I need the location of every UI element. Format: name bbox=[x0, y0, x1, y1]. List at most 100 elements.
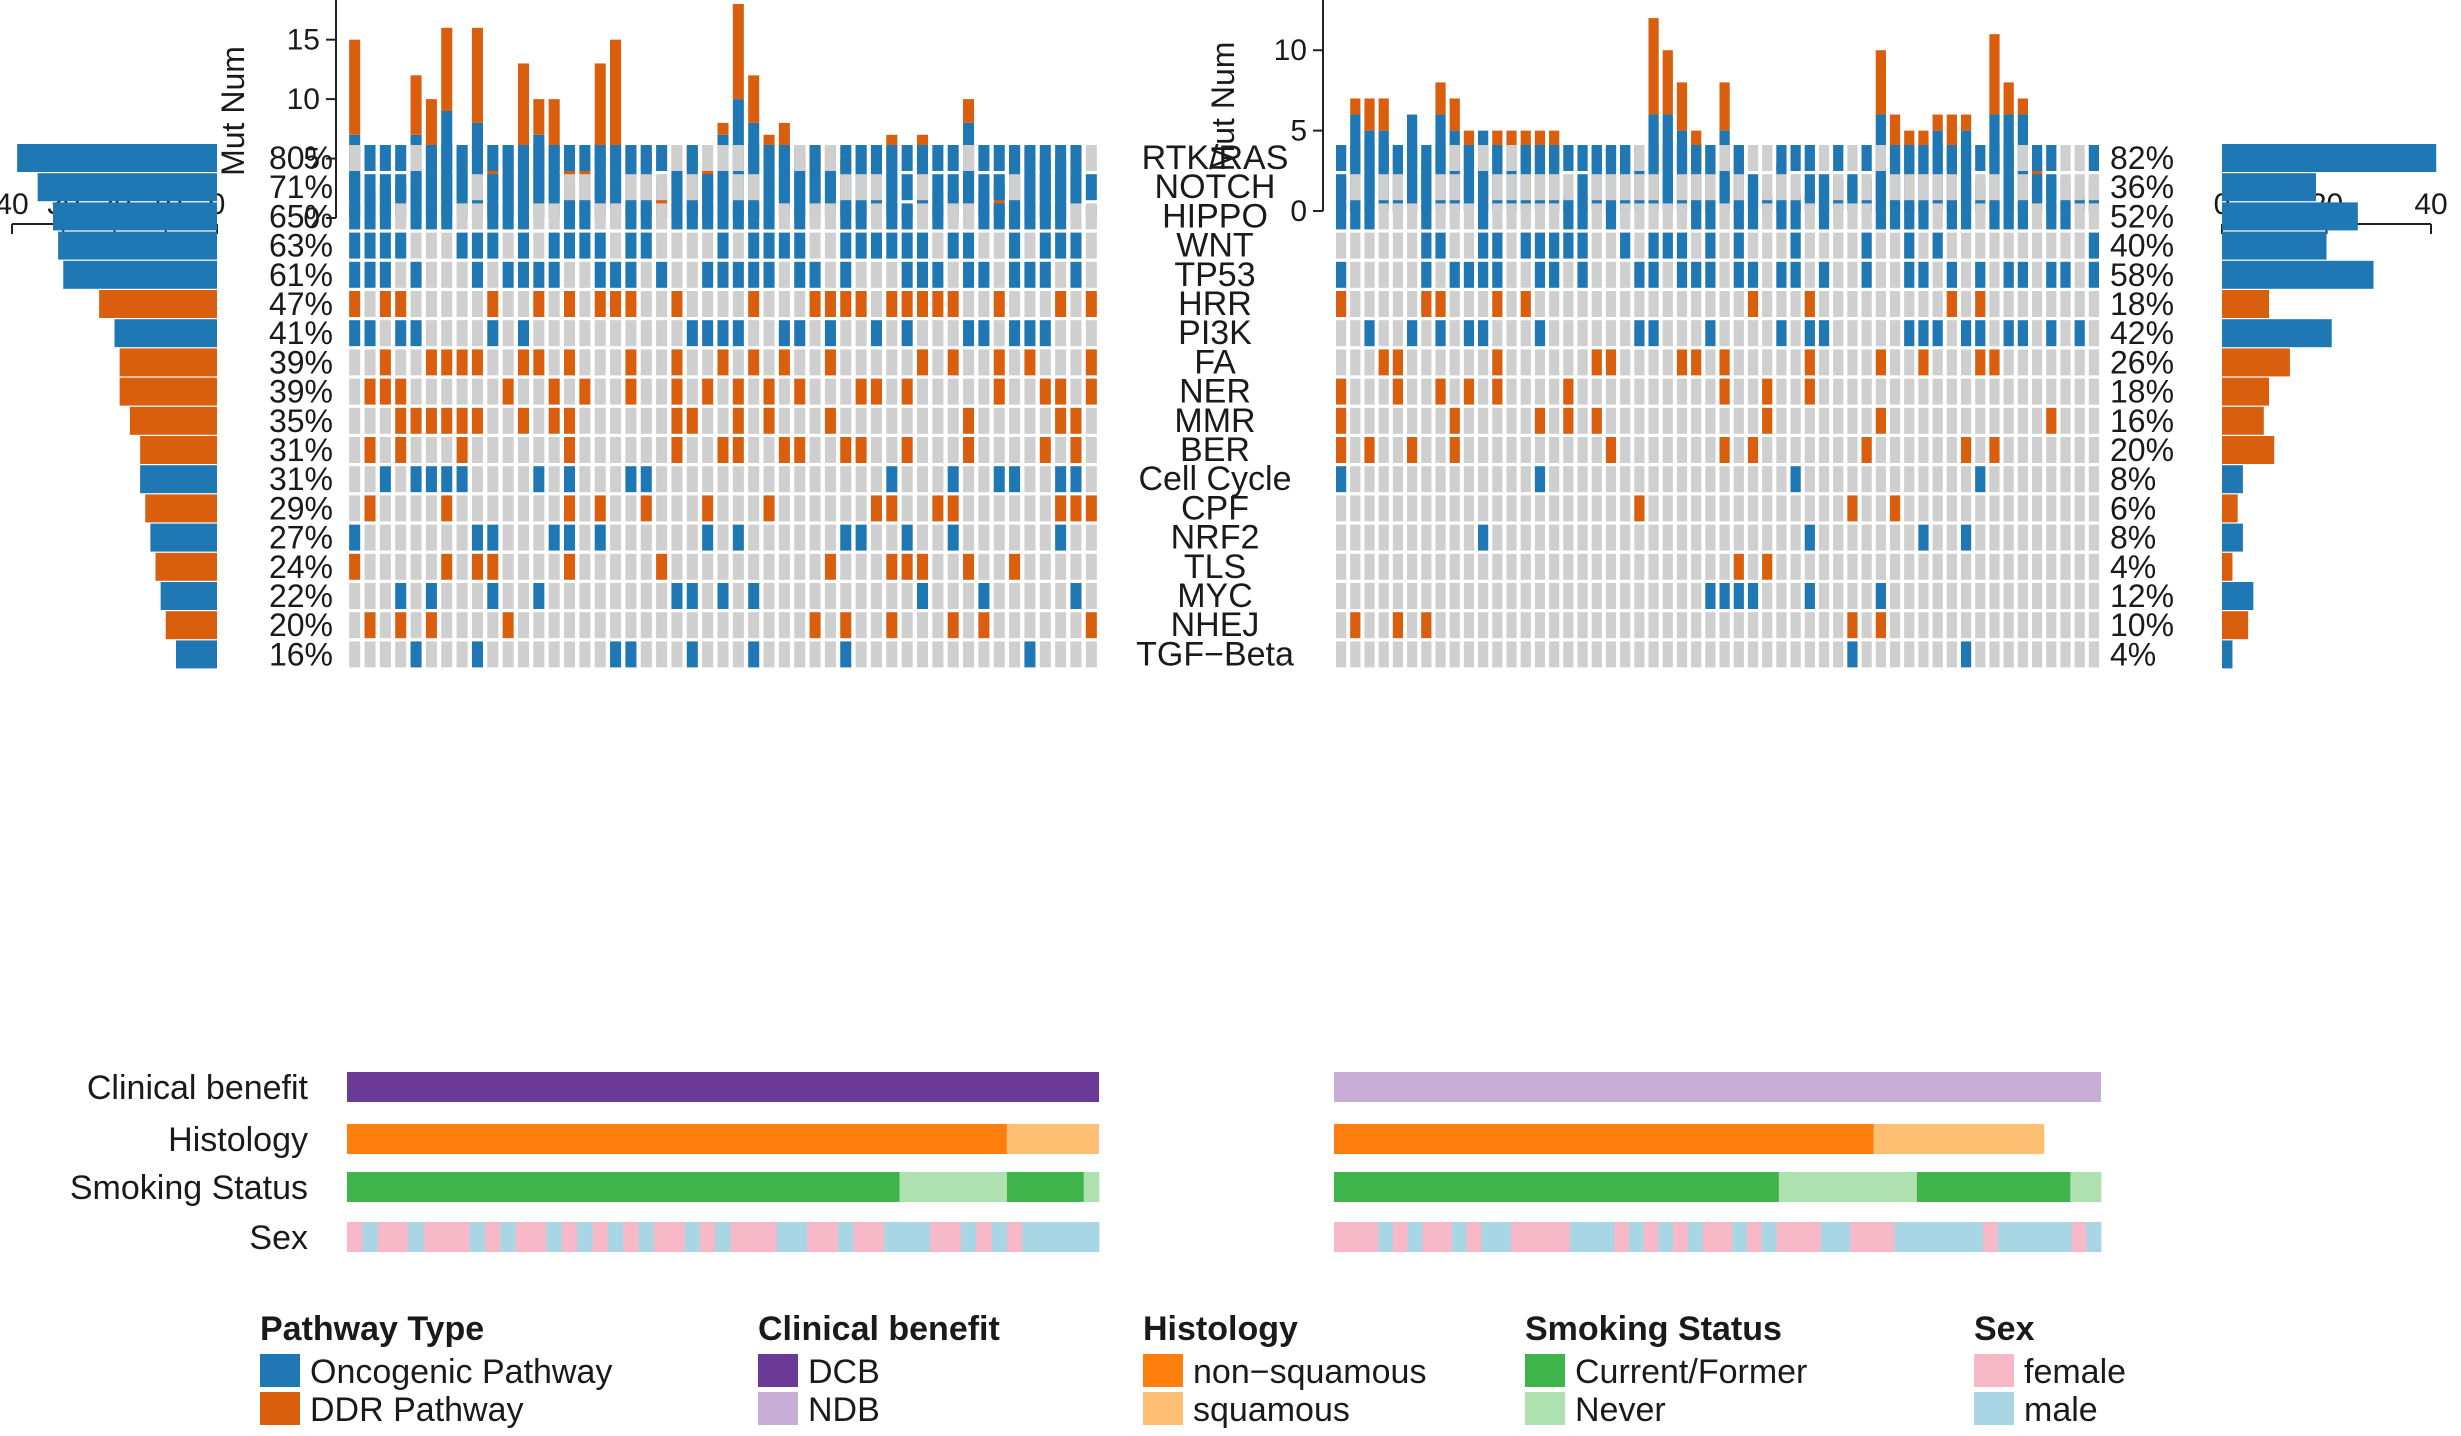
right-matrix-cell bbox=[1918, 232, 1929, 259]
left-track-smoking bbox=[577, 1172, 593, 1202]
right-matrix-cell bbox=[2017, 174, 2028, 201]
right-track-sex bbox=[1599, 1222, 1615, 1252]
left-matrix-cell bbox=[870, 145, 882, 171]
right-matrix-cell bbox=[1620, 145, 1631, 171]
left-matrix-cell bbox=[441, 641, 453, 668]
left-matrix-cell bbox=[978, 291, 990, 317]
right-matrix-cell bbox=[1875, 466, 1886, 493]
right-matrix-cell bbox=[1449, 407, 1460, 434]
left-matrix-cell bbox=[886, 495, 898, 522]
right-matrix-cell bbox=[2060, 232, 2071, 259]
left-matrix-cell bbox=[1009, 583, 1021, 609]
left-matrix-cell bbox=[502, 174, 514, 201]
right-matrix-cell bbox=[1691, 174, 1702, 201]
left-track-smoking bbox=[776, 1172, 793, 1202]
left-matrix-cell bbox=[1085, 612, 1097, 639]
left-matrix-cell bbox=[502, 524, 514, 551]
right-matrix-cell bbox=[1449, 174, 1460, 201]
right-matrix-cell bbox=[1449, 203, 1460, 230]
left-matrix-cell bbox=[579, 232, 591, 259]
left-matrix-cell bbox=[870, 291, 882, 317]
right-rowbar bbox=[2222, 611, 2249, 640]
left-matrix-cell bbox=[824, 320, 836, 347]
right-matrix-cell bbox=[1776, 203, 1787, 230]
left-track-smoking bbox=[761, 1172, 778, 1202]
left-matrix-cell bbox=[763, 641, 775, 668]
right-track-smoking bbox=[1886, 1172, 1902, 1202]
left-matrix-cell bbox=[732, 378, 744, 405]
left-matrix-cell bbox=[502, 378, 514, 405]
right-matrix-cell bbox=[1747, 553, 1759, 580]
right-matrix-cell bbox=[1648, 232, 1659, 259]
left-matrix-cell bbox=[748, 203, 760, 230]
right-track-smoking bbox=[1533, 1172, 1550, 1202]
left-matrix-cell bbox=[564, 349, 576, 376]
left-matrix-cell bbox=[1070, 524, 1082, 551]
left-matrix-cell bbox=[579, 291, 591, 317]
left-matrix-cell bbox=[1070, 437, 1082, 463]
left-matrix-cell bbox=[748, 407, 760, 434]
left-matrix-cell bbox=[656, 553, 668, 580]
right-matrix-cell bbox=[1747, 291, 1759, 317]
pathway-label: FA bbox=[1194, 343, 1236, 381]
right-matrix-cell bbox=[1790, 466, 1801, 493]
right-matrix-cell bbox=[1875, 261, 1886, 288]
left-matrix-cell bbox=[748, 378, 760, 405]
left-matrix-cell bbox=[1039, 203, 1051, 230]
left-matrix-cell bbox=[395, 378, 407, 405]
right-matrix-cell bbox=[1960, 174, 1972, 201]
right-matrix-cell bbox=[1335, 641, 1347, 668]
right-matrix-cell bbox=[2031, 145, 2043, 171]
right-matrix-cell bbox=[1847, 495, 1858, 522]
left-matrix-cell bbox=[870, 232, 882, 259]
left-matrix-cell bbox=[349, 261, 361, 288]
right-matrix-cell bbox=[1719, 641, 1730, 668]
right-matrix-cell bbox=[1577, 466, 1588, 493]
right-matrix-cell bbox=[1520, 437, 1531, 463]
right-matrix-cell bbox=[1421, 553, 1432, 580]
right-matrix-cell bbox=[2046, 349, 2057, 376]
right-matrix-cell bbox=[1648, 378, 1659, 405]
right-matrix-cell bbox=[1350, 349, 1361, 376]
right-matrix-cell bbox=[1463, 495, 1475, 522]
left-matrix-cell bbox=[886, 641, 898, 668]
right-matrix-cell bbox=[1861, 174, 1872, 201]
left-track-sex bbox=[730, 1222, 747, 1252]
right-matrix-cell bbox=[1975, 495, 1986, 522]
left-matrix-cell bbox=[1055, 553, 1067, 580]
left-matrix-cell bbox=[671, 466, 683, 493]
right-matrix-cell bbox=[1833, 495, 1844, 522]
right-matrix-cell bbox=[1946, 524, 1957, 551]
left-matrix-cell bbox=[533, 524, 545, 551]
legend-item-label: squamous bbox=[1193, 1391, 1350, 1429]
right-matrix-cell bbox=[1918, 583, 1929, 609]
right-matrix-cell bbox=[1378, 378, 1389, 405]
right-matrix-cell bbox=[1350, 378, 1361, 405]
left-matrix-cell bbox=[640, 553, 652, 580]
right-row-percent: 20% bbox=[2110, 432, 2174, 468]
right-matrix-cell bbox=[1478, 583, 1489, 609]
right-matrix-cell bbox=[2031, 407, 2043, 434]
right-matrix-cell bbox=[1549, 524, 1560, 551]
left-track-sex bbox=[653, 1222, 670, 1252]
right-matrix-cell bbox=[2017, 203, 2028, 230]
left-matrix-cell bbox=[410, 466, 422, 493]
left-matrix-cell bbox=[1070, 553, 1082, 580]
left-matrix-cell bbox=[379, 641, 391, 668]
left-matrix-cell bbox=[763, 407, 775, 434]
right-matrix-cell bbox=[1975, 378, 1986, 405]
right-mut-tick-label: 5 bbox=[1290, 115, 1307, 148]
right-matrix-cell bbox=[1506, 437, 1517, 463]
left-matrix-cell bbox=[932, 232, 944, 259]
right-matrix-cell bbox=[2031, 524, 2043, 551]
right-matrix-cell bbox=[1449, 437, 1460, 463]
right-matrix-cell bbox=[1676, 466, 1688, 493]
right-matrix-cell bbox=[1407, 203, 1418, 230]
right-matrix-cell bbox=[2046, 524, 2057, 551]
pathway-label: PI3K bbox=[1178, 314, 1252, 352]
left-matrix-cell bbox=[441, 437, 453, 463]
right-matrix-cell bbox=[1506, 466, 1517, 493]
left-matrix-cell bbox=[625, 145, 637, 171]
left-matrix-cell bbox=[932, 203, 944, 230]
left-track-smoking bbox=[914, 1172, 931, 1202]
